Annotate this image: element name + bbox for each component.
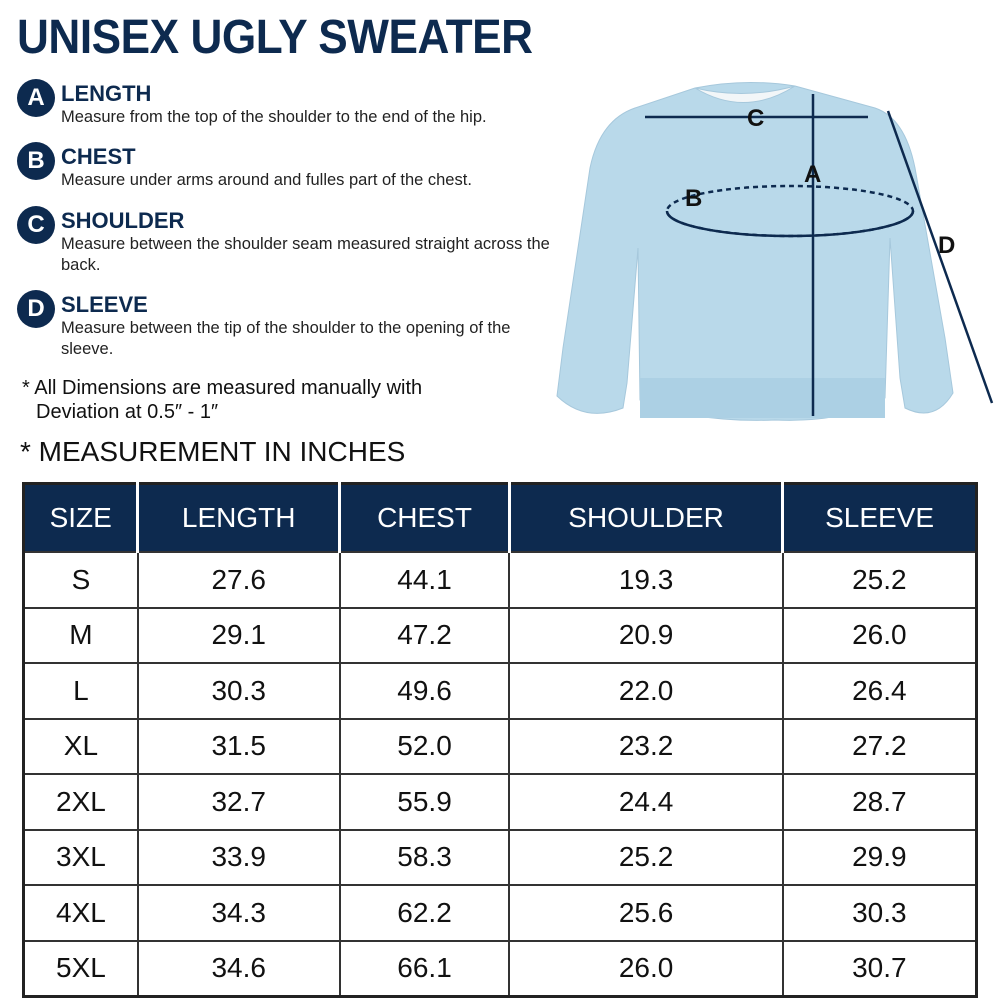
table-row: XL 31.5 52.0 23.2 27.2 — [22, 717, 978, 775]
badge-c-icon: C — [17, 206, 55, 244]
table-cell: 23.2 — [508, 717, 784, 775]
table-cell: 49.6 — [338, 662, 511, 720]
line-d — [886, 110, 994, 404]
badge-a-icon: A — [17, 79, 55, 117]
measure-title: SHOULDER — [61, 208, 185, 233]
measure-title: SLEEVE — [61, 292, 148, 317]
label-b: B — [685, 185, 702, 212]
table-cell: L — [22, 662, 139, 720]
table-cell: 20.9 — [508, 606, 784, 664]
table-row: 2XL 32.7 55.9 24.4 28.7 — [22, 773, 978, 831]
table-row: M 29.1 47.2 20.9 26.0 — [22, 606, 978, 664]
table-cell: 58.3 — [338, 828, 511, 886]
column-header: LENGTH — [136, 483, 342, 552]
table-row: S 27.6 44.1 19.3 25.2 — [22, 551, 978, 609]
table-cell: 31.5 — [136, 717, 341, 775]
table-cell: 66.1 — [338, 939, 511, 998]
measure-desc: Measure between the shoulder seam measur… — [61, 235, 550, 274]
deviation-note: * All Dimensions are measured manually w… — [22, 376, 422, 424]
table-cell: 26.4 — [781, 662, 978, 720]
table-cell: 26.0 — [508, 939, 784, 998]
measure-desc: Measure under arms around and fulles par… — [61, 171, 472, 189]
unit-heading: * MEASUREMENT IN INCHES — [20, 436, 406, 467]
table-cell: 47.2 — [338, 606, 511, 664]
table-cell: 3XL — [22, 828, 139, 886]
table-cell: 22.0 — [508, 662, 784, 720]
table-cell: 44.1 — [338, 551, 511, 609]
label-d: D — [938, 232, 955, 259]
size-table: SIZE LENGTH CHEST SHOULDER SLEEVE S 27.6 44.1 1… — [22, 482, 978, 998]
measure-title: CHEST — [61, 144, 136, 169]
sweater-diagram: C A B D — [556, 81, 994, 421]
table-cell: 33.9 — [136, 828, 341, 886]
badge-b-icon: B — [17, 142, 55, 180]
table-cell: XL — [22, 717, 139, 775]
table-cell: 29.9 — [781, 828, 978, 886]
badge-d-icon: D — [17, 290, 55, 328]
sweater-body — [556, 81, 954, 421]
table-cell: M — [22, 606, 139, 664]
table-cell: 52.0 — [338, 717, 511, 775]
table-cell: 25.2 — [508, 828, 784, 886]
table-header-row: SIZE LENGTH CHEST SHOULDER SLEEVE — [23, 483, 977, 552]
table-cell: 2XL — [22, 773, 139, 831]
table-cell: 19.3 — [508, 551, 784, 609]
table-cell: 25.2 — [781, 551, 978, 609]
table-cell: 5XL — [22, 939, 139, 998]
column-header: SLEEVE — [781, 483, 977, 552]
table-cell: 26.0 — [781, 606, 978, 664]
table-cell: 34.6 — [136, 939, 341, 998]
column-header: SHOULDER — [507, 483, 785, 552]
measure-title: LENGTH — [61, 81, 152, 106]
table-row: 5XL 34.6 66.1 26.0 30.7 — [22, 939, 978, 998]
table-cell: 30.7 — [781, 939, 978, 998]
table-row: 3XL 33.9 58.3 25.2 29.9 — [22, 828, 978, 886]
table-cell: 24.4 — [508, 773, 784, 831]
table-cell: 29.1 — [136, 606, 341, 664]
table-row: 4XL 34.3 62.2 25.6 30.3 — [22, 884, 978, 942]
table-cell: 25.6 — [508, 884, 784, 942]
note-line-2: Deviation at 0.5″ - 1″ — [36, 401, 219, 423]
table-cell: 62.2 — [338, 884, 511, 942]
note-line-1: * All Dimensions are measured manually w… — [22, 377, 423, 399]
measure-desc: Measure from the top of the shoulder to … — [61, 108, 487, 126]
table-cell: 27.2 — [781, 717, 978, 775]
table-cell: 28.7 — [781, 773, 978, 831]
label-a: A — [804, 161, 821, 188]
page-title: UNISEX UGLY SWEATER — [17, 11, 533, 64]
table-cell: 55.9 — [338, 773, 511, 831]
sweater-waistband — [640, 378, 885, 418]
table-cell: 30.3 — [136, 662, 341, 720]
label-c: C — [747, 105, 764, 132]
column-header: SIZE — [23, 483, 140, 552]
table-cell: 27.6 — [136, 551, 341, 609]
table-cell: 32.7 — [136, 773, 341, 831]
table-cell: S — [22, 551, 139, 609]
column-header: CHEST — [338, 483, 511, 552]
table-cell: 4XL — [22, 884, 139, 942]
table-cell: 34.3 — [136, 884, 341, 942]
sweater-collar — [694, 85, 796, 103]
table-cell: 30.3 — [781, 884, 978, 942]
measure-desc: Measure between the tip of the shoulder … — [61, 319, 511, 358]
table-row: L 30.3 49.6 22.0 26.4 — [22, 662, 978, 720]
